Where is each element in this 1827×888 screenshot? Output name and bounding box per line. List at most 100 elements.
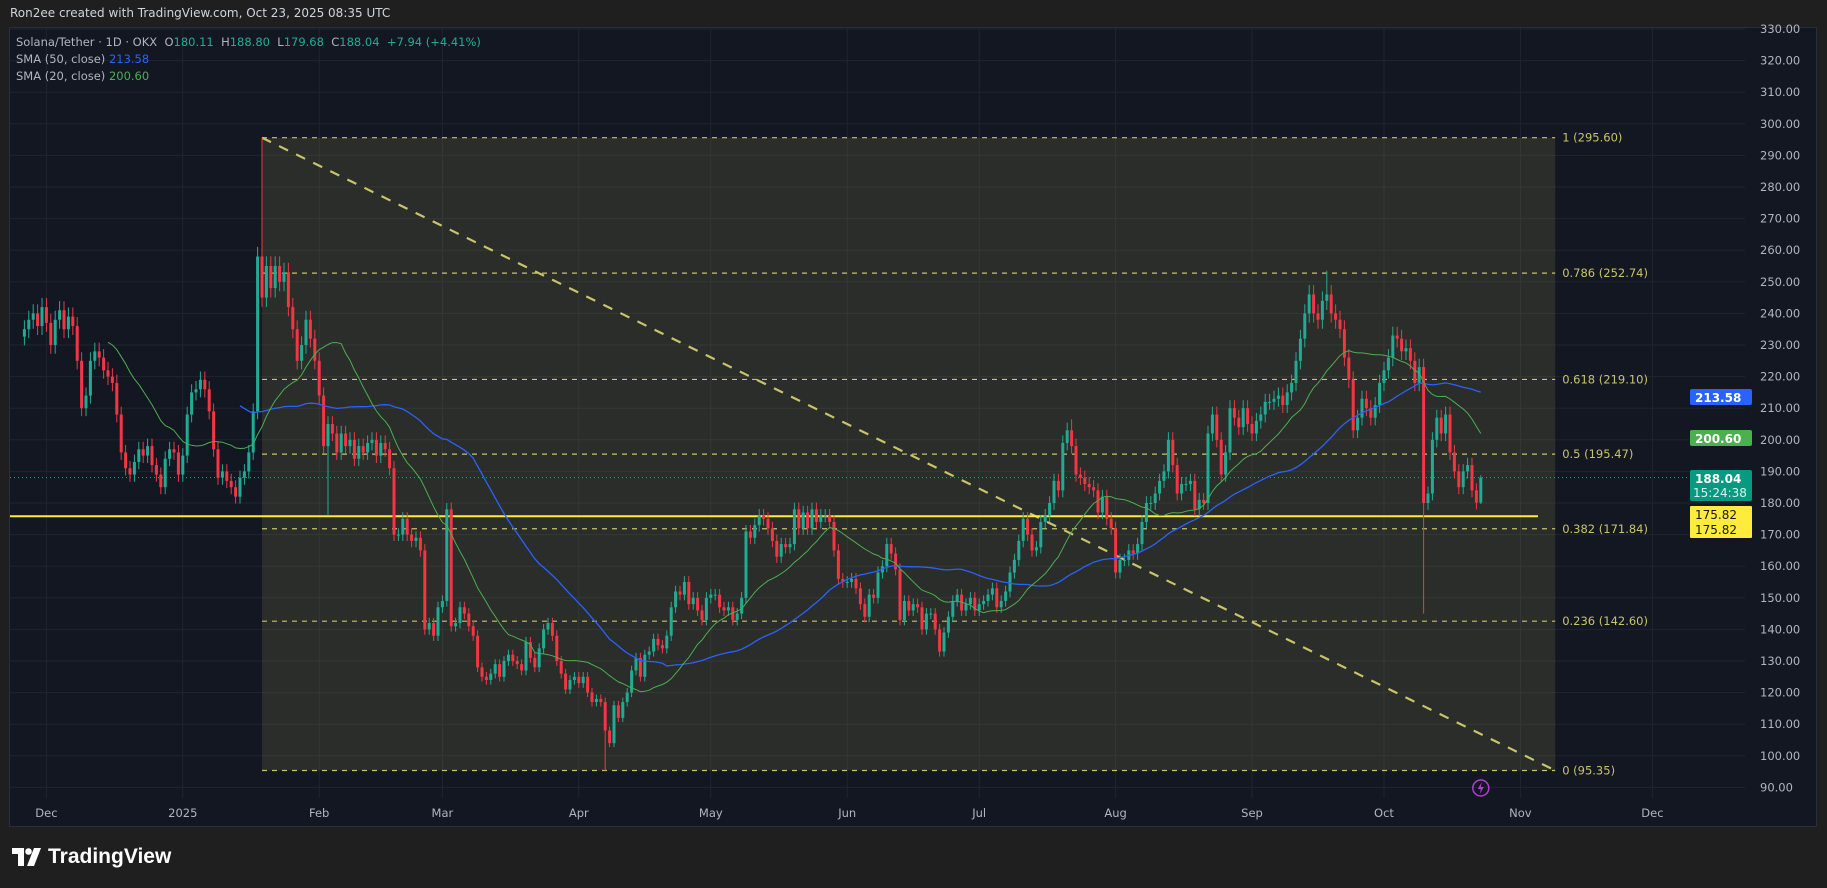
lightning-icon[interactable] bbox=[1472, 779, 1490, 797]
candle bbox=[458, 601, 462, 629]
candle bbox=[423, 544, 427, 635]
candle bbox=[348, 432, 352, 454]
candle-body bbox=[1100, 496, 1104, 513]
candle bbox=[1061, 435, 1065, 498]
candle-body bbox=[1149, 503, 1153, 504]
candle-body bbox=[832, 521, 836, 551]
candle bbox=[1056, 473, 1060, 498]
candle-body bbox=[392, 468, 396, 535]
chart-panel[interactable] bbox=[9, 27, 1817, 827]
candle bbox=[313, 329, 317, 370]
candle bbox=[757, 508, 761, 532]
candle-body bbox=[946, 616, 950, 633]
fib-trend-line[interactable] bbox=[261, 136, 1556, 772]
candle bbox=[1378, 374, 1382, 414]
close-value: 188.04 bbox=[339, 35, 380, 49]
candle-body bbox=[159, 474, 163, 488]
tradingview-logo-icon bbox=[12, 848, 41, 866]
fib-retracement[interactable] bbox=[261, 136, 1556, 772]
candle bbox=[66, 307, 70, 339]
candle bbox=[1052, 473, 1056, 510]
candle-body bbox=[581, 676, 585, 684]
candle-body bbox=[594, 698, 598, 703]
sma50-tag: 213.58 bbox=[1695, 391, 1741, 405]
price-axis[interactable]: 90.00 100.00 110.00 120.00 130.00 140.00 150.0… bbox=[1760, 22, 1800, 794]
candle-body bbox=[1254, 420, 1258, 434]
candle-body bbox=[894, 553, 898, 570]
candle bbox=[361, 438, 365, 460]
candle bbox=[1382, 361, 1386, 392]
candle-body bbox=[1224, 452, 1228, 475]
candle-body bbox=[674, 591, 678, 608]
candle bbox=[1153, 486, 1157, 510]
candle-body bbox=[1114, 528, 1118, 573]
candle-body bbox=[1351, 379, 1355, 431]
candle-body bbox=[40, 307, 44, 327]
sma50-row[interactable]: SMA (50, close) 213.58 bbox=[16, 51, 481, 68]
candle bbox=[885, 537, 889, 573]
candle bbox=[858, 582, 862, 610]
candle-body bbox=[1180, 484, 1184, 494]
time-axis[interactable]: Dec 2025 Feb Mar Apr May Jun Jul Aug Sep Oct Nov Dec bbox=[35, 806, 1663, 820]
sma20-row[interactable]: SMA (20, close) 200.60 bbox=[16, 68, 481, 85]
candle bbox=[27, 310, 31, 339]
candle-body bbox=[1162, 471, 1166, 481]
fib-level-label: 0.786 (252.74) bbox=[1562, 266, 1648, 280]
candle bbox=[1048, 496, 1052, 523]
candle bbox=[234, 480, 238, 504]
candle-body bbox=[1461, 471, 1465, 488]
candle-body bbox=[964, 604, 968, 611]
candle-body bbox=[449, 509, 453, 627]
candle-body bbox=[1312, 294, 1316, 314]
candle bbox=[744, 524, 748, 604]
change-value: +7.94 (+4.41%) bbox=[386, 35, 481, 49]
candle bbox=[119, 406, 123, 460]
candle bbox=[1109, 512, 1113, 535]
candle-body bbox=[766, 518, 770, 529]
candle-body bbox=[982, 600, 986, 605]
candle bbox=[220, 464, 224, 485]
candle-body bbox=[537, 648, 541, 668]
candle-body bbox=[379, 442, 383, 456]
candle bbox=[933, 608, 937, 635]
candle-body bbox=[1457, 471, 1461, 488]
candle-body bbox=[115, 382, 119, 415]
candle bbox=[1351, 371, 1355, 439]
price-tick-label: 290.00 bbox=[1760, 148, 1800, 162]
candle-body bbox=[1395, 335, 1399, 339]
candle bbox=[920, 601, 924, 635]
candle-body bbox=[1356, 417, 1360, 431]
symbol-title[interactable]: Solana/Tether · 1D · OKX bbox=[16, 35, 158, 49]
candle-body bbox=[71, 316, 75, 327]
candle bbox=[286, 262, 290, 317]
candle bbox=[986, 588, 990, 607]
candle-body bbox=[27, 319, 31, 330]
candle bbox=[401, 512, 405, 542]
candle bbox=[181, 448, 185, 482]
candle bbox=[1386, 349, 1390, 379]
candle-body bbox=[1360, 398, 1364, 418]
candle bbox=[317, 352, 321, 404]
candle bbox=[1215, 406, 1219, 448]
candle bbox=[159, 467, 163, 495]
candle bbox=[634, 652, 638, 676]
candle bbox=[1316, 304, 1320, 329]
fib-level-label: 0.382 (171.84) bbox=[1562, 522, 1648, 536]
candle-body bbox=[1210, 414, 1214, 434]
candle bbox=[88, 352, 92, 404]
candle bbox=[823, 508, 827, 523]
support-line[interactable] bbox=[10, 477, 1745, 518]
candle bbox=[427, 617, 431, 635]
candle bbox=[75, 317, 79, 370]
candle-body bbox=[1466, 465, 1470, 472]
candle-body bbox=[154, 465, 158, 475]
candle-body bbox=[1193, 480, 1197, 510]
candle bbox=[22, 320, 26, 346]
candle bbox=[814, 502, 818, 529]
candle-body bbox=[740, 597, 744, 614]
tradingview-logo[interactable]: TradingView bbox=[12, 845, 171, 869]
candle-body bbox=[489, 673, 493, 680]
fib-level-label: 0.618 (219.10) bbox=[1562, 372, 1648, 386]
candle bbox=[370, 432, 374, 451]
